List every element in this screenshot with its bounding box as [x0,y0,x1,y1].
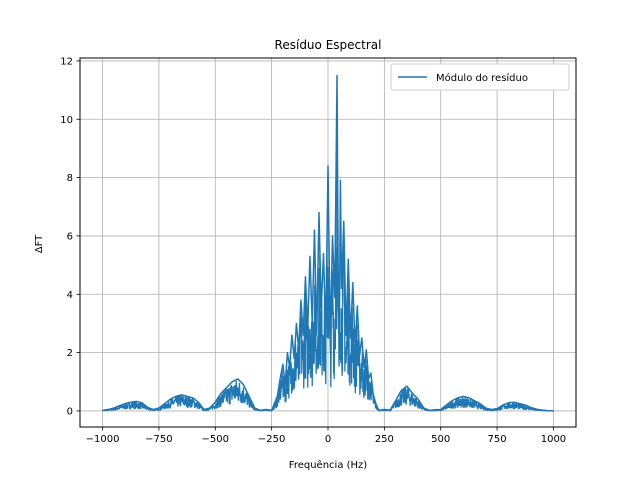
legend-label: Módulo do resíduo [436,72,528,84]
x-tick-label: −500 [202,434,229,445]
x-tick-label: −750 [145,434,172,445]
x-tick-label: −1000 [86,434,120,445]
x-axis-label: Frequência (Hz) [289,459,367,471]
y-tick-label: 8 [67,173,73,184]
x-tick-label: −250 [258,434,285,445]
grid [80,58,576,427]
legend: Módulo do resíduo [390,63,570,91]
x-tick-label: 500 [431,434,450,445]
y-tick-label: 4 [67,290,73,301]
chart-title: Resíduo Espectral [275,38,382,52]
legend-box [390,63,570,91]
x-tick-label: 750 [488,434,507,445]
x-axis-ticks: −1000 −750 −500 −250 0 250 500 750 1000 [86,427,566,445]
x-tick-label: 1000 [541,434,566,445]
plot-area [101,74,554,412]
y-tick-label: 10 [60,115,73,126]
y-tick-label: 0 [67,406,73,417]
y-axis-ticks: 0 2 4 6 8 10 12 [60,56,80,417]
y-tick-label: 6 [67,231,73,242]
x-tick-label: 250 [375,434,394,445]
y-tick-label: 12 [60,56,73,67]
series-line [102,74,554,412]
y-axis-label: ΔFT [34,234,45,253]
x-tick-label: 0 [325,434,331,445]
y-tick-label: 2 [67,348,73,359]
